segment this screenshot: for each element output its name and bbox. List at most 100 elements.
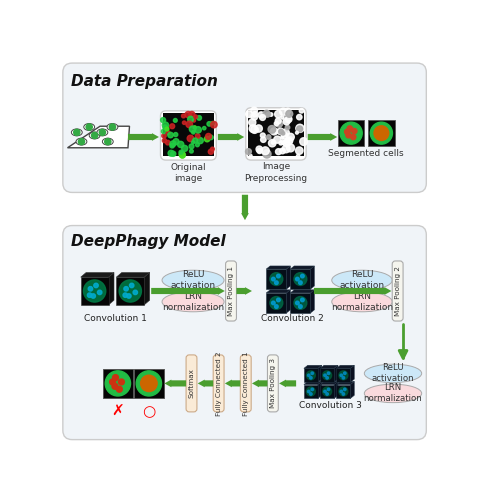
Circle shape [275,148,282,154]
Circle shape [251,114,258,120]
Circle shape [186,121,193,128]
Circle shape [274,281,278,284]
Circle shape [263,110,270,117]
Circle shape [342,376,345,379]
Bar [248,110,304,156]
Polygon shape [308,133,337,141]
Circle shape [287,134,294,140]
FancyBboxPatch shape [226,261,237,321]
Circle shape [311,372,314,374]
Circle shape [163,138,166,142]
Circle shape [301,274,304,278]
Circle shape [187,135,194,141]
Circle shape [296,154,300,158]
Circle shape [189,144,194,149]
Circle shape [266,112,270,117]
Circle shape [165,140,170,145]
Circle shape [136,371,162,396]
Circle shape [105,138,111,144]
Polygon shape [67,126,130,148]
Circle shape [109,124,116,130]
Circle shape [370,122,392,144]
Circle shape [194,115,197,118]
Circle shape [295,278,299,281]
Circle shape [275,118,281,124]
Circle shape [91,294,96,298]
Circle shape [339,387,348,396]
Circle shape [310,376,312,379]
Circle shape [295,301,299,304]
Ellipse shape [102,138,113,145]
Circle shape [249,119,256,126]
Circle shape [326,392,328,395]
Circle shape [180,153,185,158]
Circle shape [268,126,276,133]
Circle shape [301,298,304,302]
Bar [266,269,286,289]
Circle shape [340,374,343,376]
Circle shape [261,133,265,138]
Circle shape [141,375,157,392]
Circle shape [274,122,279,126]
Circle shape [163,122,169,128]
Circle shape [203,126,206,130]
Circle shape [252,128,256,131]
Polygon shape [279,380,296,387]
Circle shape [285,108,291,114]
Circle shape [286,144,294,152]
Circle shape [207,122,212,126]
Ellipse shape [364,364,422,382]
Circle shape [324,374,326,376]
Polygon shape [311,290,315,313]
Polygon shape [225,380,240,387]
Text: Segmented cells: Segmented cells [328,148,404,158]
Circle shape [170,124,174,128]
Circle shape [296,126,303,132]
Circle shape [261,147,269,154]
Circle shape [283,115,291,123]
Polygon shape [314,287,391,295]
Polygon shape [304,382,322,384]
Circle shape [284,138,293,145]
Text: ReLU
activation: ReLU activation [171,270,216,290]
Circle shape [277,128,284,134]
Polygon shape [144,272,150,305]
Text: Original
image: Original image [171,163,206,184]
Circle shape [323,387,332,396]
Bar [290,269,311,289]
Circle shape [327,388,330,390]
FancyBboxPatch shape [246,108,306,160]
Circle shape [211,122,217,128]
Circle shape [246,148,251,154]
Circle shape [209,135,213,140]
Circle shape [127,294,131,298]
Circle shape [269,140,276,147]
Circle shape [283,118,290,125]
Circle shape [277,274,280,278]
Circle shape [272,301,275,304]
Circle shape [351,134,356,140]
Circle shape [327,372,330,374]
Polygon shape [81,272,114,277]
Polygon shape [241,194,249,220]
Circle shape [287,116,291,119]
Bar [320,384,334,398]
Circle shape [281,136,284,139]
Circle shape [342,392,345,395]
Circle shape [299,281,302,284]
Bar [116,277,144,305]
Ellipse shape [364,384,422,402]
Polygon shape [334,366,338,382]
Polygon shape [116,272,150,277]
Polygon shape [290,266,315,269]
Ellipse shape [84,124,95,130]
Polygon shape [318,366,322,382]
Circle shape [282,129,289,136]
Circle shape [270,272,283,285]
Circle shape [345,129,350,134]
FancyBboxPatch shape [240,355,251,412]
Circle shape [117,386,122,392]
Circle shape [307,374,310,376]
Ellipse shape [162,292,224,312]
Circle shape [344,388,346,390]
